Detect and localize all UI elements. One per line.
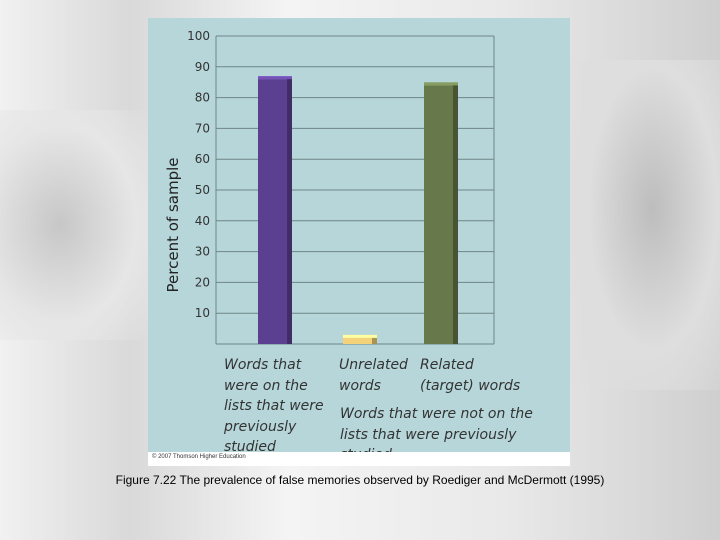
bar-1	[258, 76, 292, 344]
category-label-related: Related (target) words	[420, 357, 521, 394]
bar-top-1	[258, 76, 292, 80]
chart-panel	[148, 18, 570, 452]
bar-side-2	[372, 337, 377, 344]
figure-caption: Figure 7.22 The prevalence of false memo…	[115, 473, 605, 487]
bar-side-1	[287, 79, 292, 344]
bar-body-1	[258, 79, 292, 344]
y-tick-label-10: 10	[195, 306, 210, 320]
bar-body-2	[343, 337, 377, 344]
y-axis-label: Percent of sample	[164, 158, 182, 293]
y-tick-label-100: 100	[187, 29, 210, 43]
background-shape-left	[0, 110, 150, 340]
bars	[258, 76, 458, 344]
y-tick-label-80: 80	[195, 91, 210, 105]
bar-body-3	[424, 85, 458, 344]
copyright-text: © 2007 Thomson Higher Education	[152, 454, 246, 460]
bar-2	[343, 334, 377, 344]
y-tick-label-50: 50	[195, 183, 210, 197]
panel-footer: © 2007 Thomson Higher Education	[148, 452, 570, 466]
y-tick-labels: 10 20 30 40 50 60 70 80 90 100	[187, 29, 210, 320]
bar-top-3	[424, 82, 458, 86]
y-tick-label-60: 60	[195, 152, 210, 166]
bar-top-2	[343, 334, 377, 338]
y-tick-label-20: 20	[195, 275, 210, 289]
background-shape-right	[570, 60, 720, 390]
y-tick-label-90: 90	[195, 60, 210, 74]
y-tick-label-70: 70	[195, 121, 210, 135]
y-tick-label-40: 40	[195, 214, 210, 228]
bar-3	[424, 82, 458, 344]
category-label-studied: Words that were on the lists that were p…	[224, 357, 324, 455]
category-label-unrelated: Unrelated words	[339, 357, 408, 394]
group-label-not-studied: Words that were not on the lists that we…	[340, 406, 533, 463]
bar-side-3	[453, 85, 458, 344]
bar-chart: 10 20 30 40 50 60 70 80 90 100 Percent of sample	[164, 29, 495, 345]
y-tick-label-30: 30	[195, 245, 210, 259]
